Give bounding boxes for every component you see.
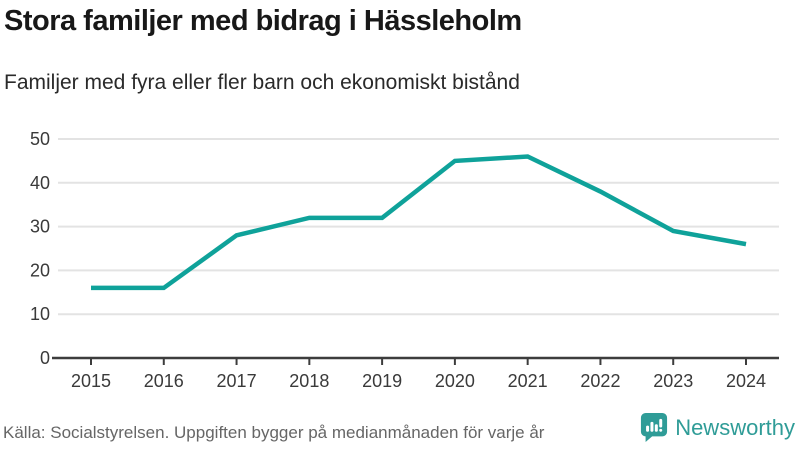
y-tick-label: 20 xyxy=(30,260,50,280)
x-tick-label: 2023 xyxy=(653,371,693,391)
x-tick-label: 2015 xyxy=(71,371,111,391)
y-tick-label: 10 xyxy=(30,304,50,324)
newsworthy-brand: Newsworthy xyxy=(640,412,795,443)
x-tick-label: 2016 xyxy=(144,371,184,391)
y-tick-label: 40 xyxy=(30,173,50,193)
y-tick-label: 30 xyxy=(30,217,50,237)
page-title: Stora familjer med bidrag i Hässleholm xyxy=(4,5,522,37)
y-tick-label: 50 xyxy=(30,129,50,149)
x-tick-label: 2022 xyxy=(580,371,620,391)
chart-subtitle: Familjer med fyra eller fler barn och ek… xyxy=(4,71,520,94)
source-note: Källa: Socialstyrelsen. Uppgiften bygger… xyxy=(3,423,545,442)
x-tick-label: 2024 xyxy=(726,371,766,391)
x-tick-label: 2019 xyxy=(362,371,402,391)
newsworthy-logo-icon xyxy=(641,413,668,442)
data-line-series xyxy=(91,154,747,291)
x-tick-label: 2018 xyxy=(289,371,329,391)
y-tick-label: 0 xyxy=(40,348,50,368)
x-tick-label: 2020 xyxy=(435,371,475,391)
x-tick-label: 2017 xyxy=(217,371,257,391)
brand-name: Newsworthy xyxy=(675,414,795,440)
x-tick-label: 2021 xyxy=(508,371,548,391)
